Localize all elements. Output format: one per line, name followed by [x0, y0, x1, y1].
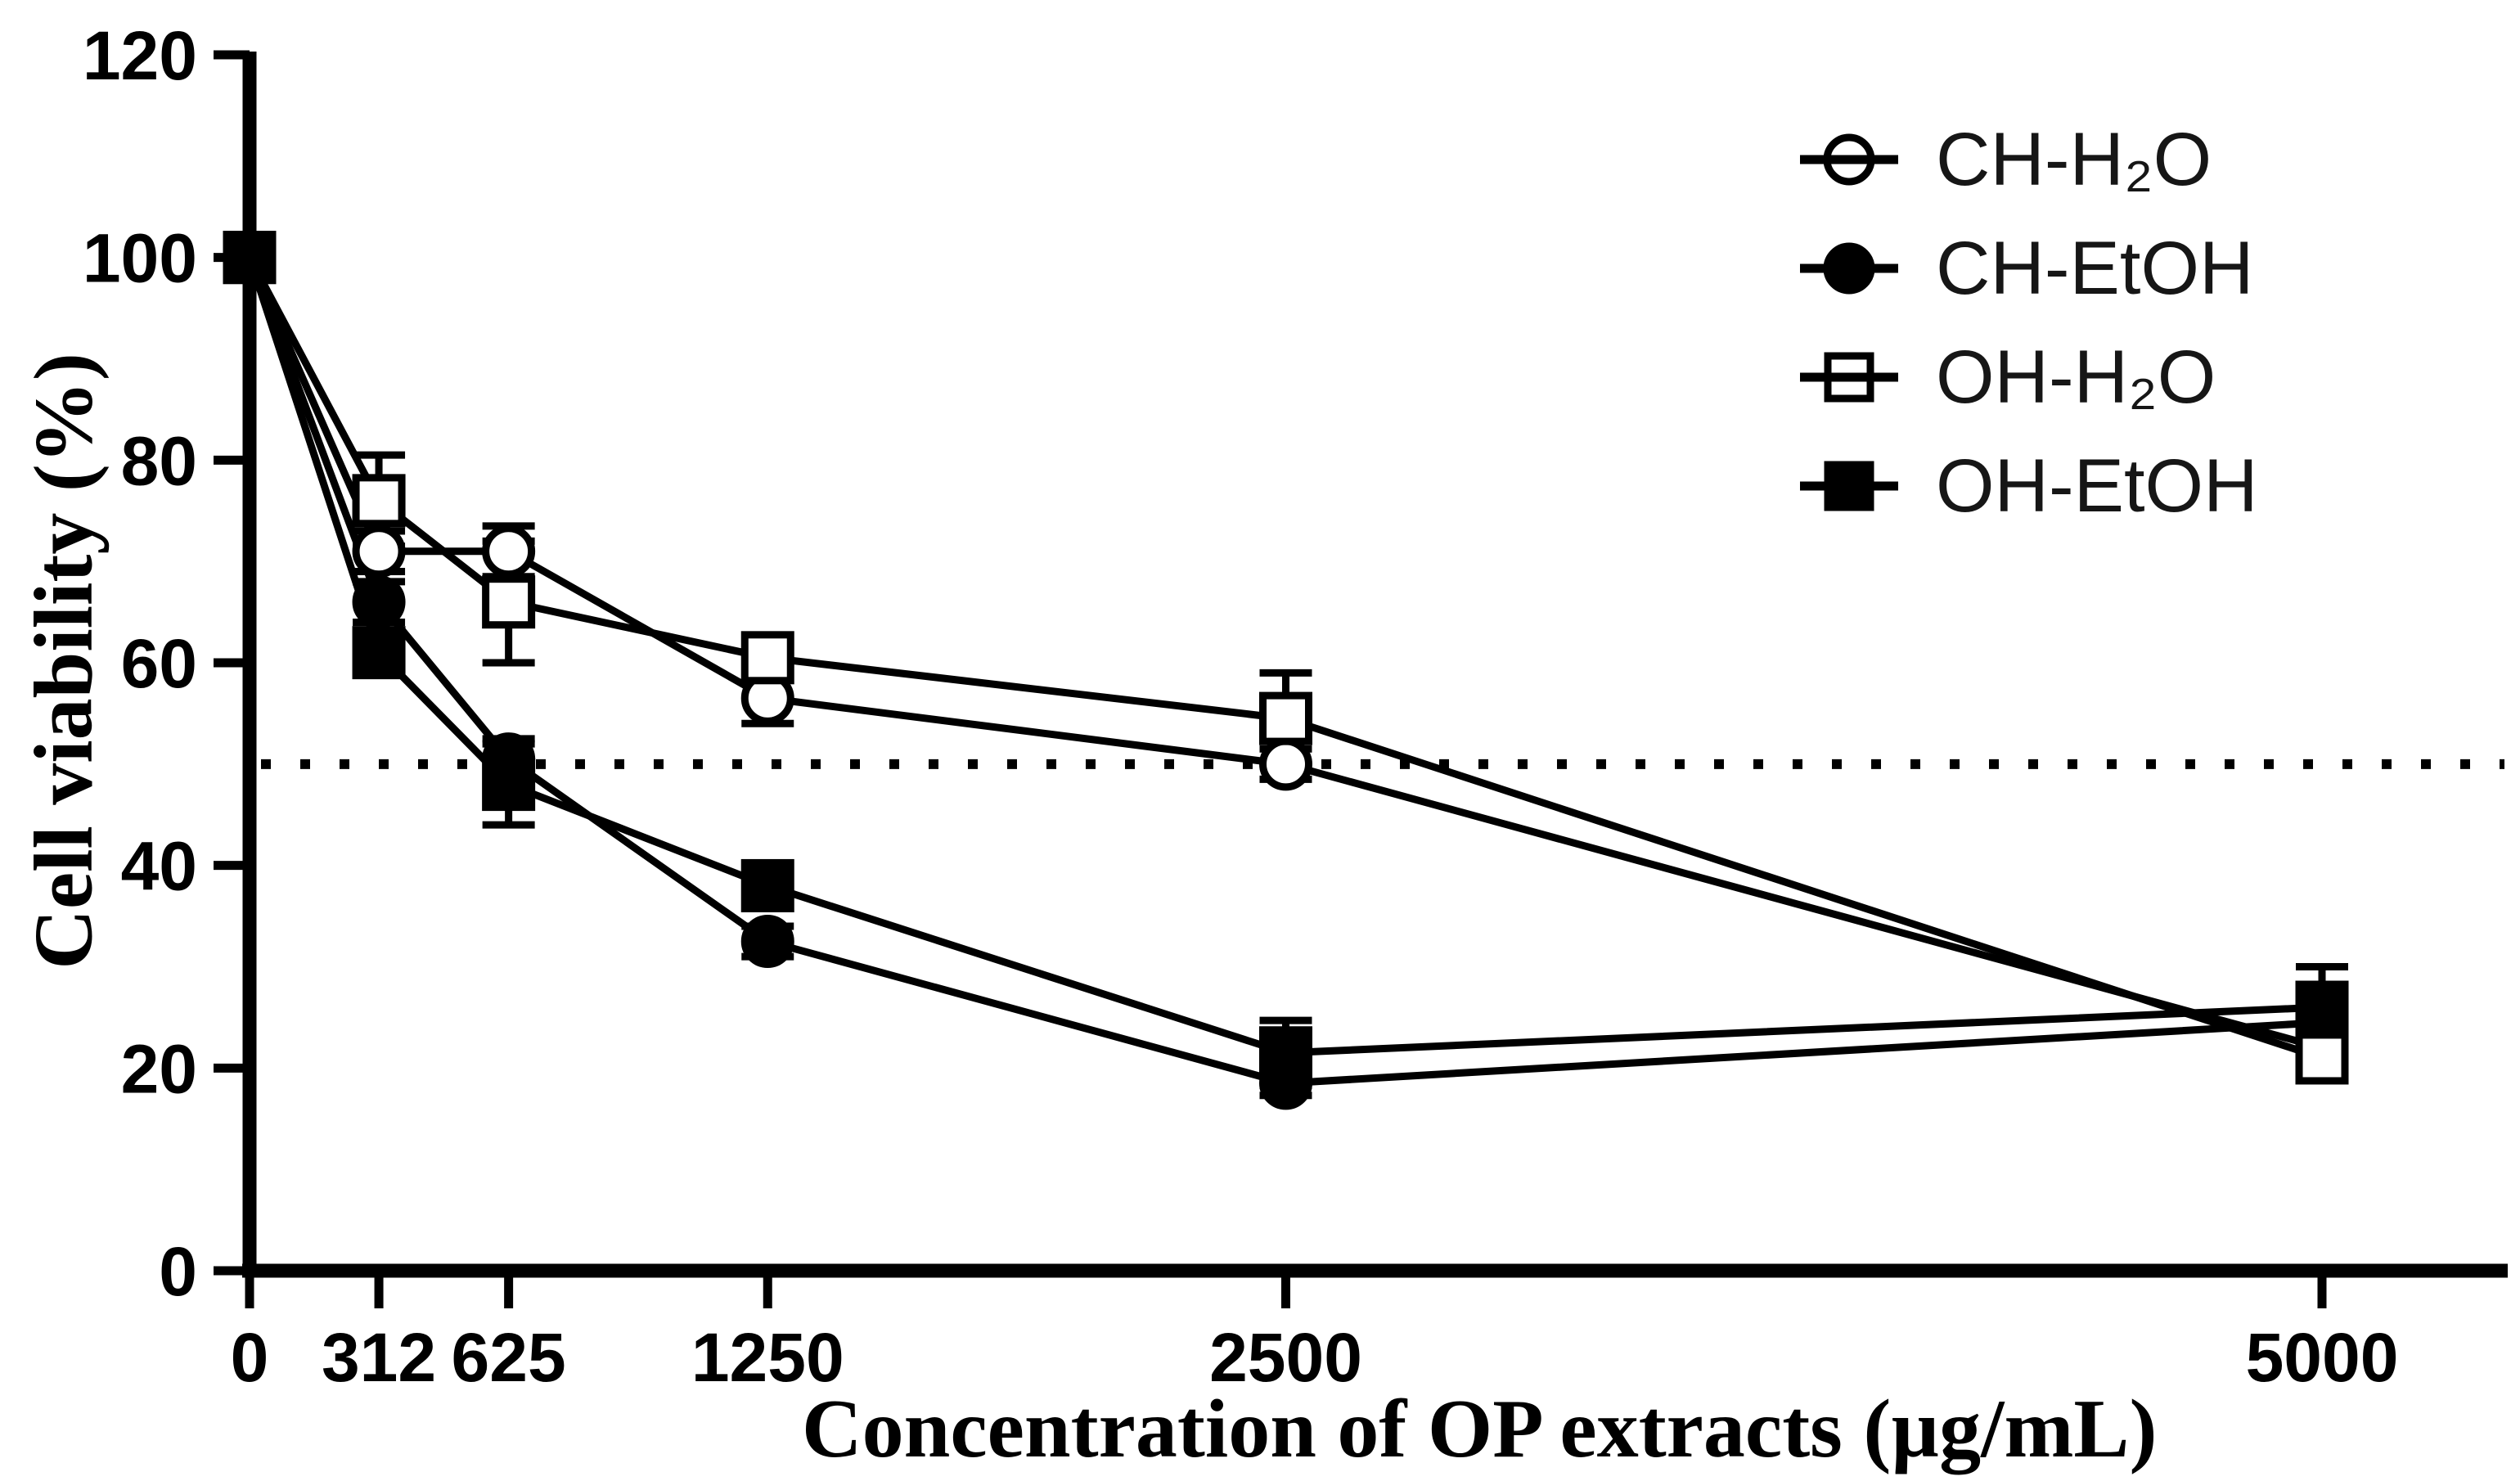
- legend-label: CH-EtOH: [1936, 226, 2254, 310]
- legend-label: OH-H₂O: [1936, 335, 2216, 419]
- svg-text:0: 0: [159, 1233, 197, 1310]
- legend-label: OH-EtOH: [1936, 443, 2258, 528]
- open-square-marker-icon: [1800, 352, 1898, 402]
- legend-label: CH-H₂O: [1936, 117, 2212, 201]
- legend-item-ch-etoh: CH-EtOH: [1798, 214, 2258, 322]
- svg-text:20: 20: [121, 1030, 197, 1107]
- legend-item-ch-h2o: CH-H₂O: [1798, 105, 2258, 214]
- legend-item-oh-etoh: OH-EtOH: [1798, 431, 2258, 540]
- svg-text:5000: 5000: [2246, 1319, 2399, 1396]
- svg-text:80: 80: [121, 422, 197, 499]
- svg-text:0: 0: [231, 1319, 269, 1396]
- svg-text:40: 40: [121, 828, 197, 905]
- svg-text:2500: 2500: [1209, 1319, 1362, 1396]
- svg-text:1250: 1250: [691, 1319, 844, 1396]
- svg-text:100: 100: [83, 220, 197, 297]
- svg-text:120: 120: [83, 17, 197, 94]
- legend: CH-H₂O CH-EtOH OH-H₂O OH-EtOH: [1798, 105, 2258, 540]
- open-circle-marker-icon: [1800, 133, 1898, 185]
- svg-text:60: 60: [121, 625, 197, 702]
- y-axis-title: Cell viability (%): [17, 353, 110, 970]
- svg-text:625: 625: [452, 1319, 566, 1396]
- svg-text:312: 312: [322, 1319, 436, 1396]
- filled-circle-marker-icon: [1800, 242, 1898, 294]
- filled-square-marker-icon: [1800, 461, 1898, 511]
- x-axis-title: Concentration of OP extracts (µg/mL): [802, 1383, 2158, 1475]
- legend-item-oh-h2o: OH-H₂O: [1798, 322, 2258, 431]
